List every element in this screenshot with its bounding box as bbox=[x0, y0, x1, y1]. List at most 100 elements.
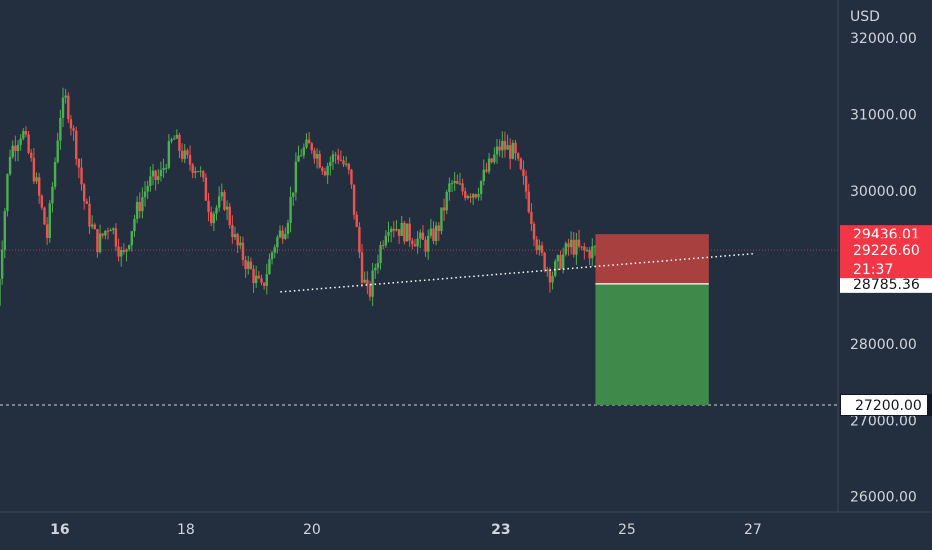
candle-body bbox=[471, 194, 475, 198]
candle-body bbox=[352, 184, 356, 215]
price-tick-label: 32000.00 bbox=[850, 31, 917, 47]
time-tick-label: 20 bbox=[303, 522, 321, 538]
candle-body bbox=[268, 259, 271, 275]
candle-body bbox=[202, 171, 205, 178]
candle-body bbox=[360, 252, 364, 283]
risk-zone[interactable] bbox=[595, 234, 709, 284]
candle-body bbox=[32, 157, 36, 182]
candle-body bbox=[186, 150, 189, 155]
candle-body bbox=[233, 234, 237, 238]
candle-body bbox=[413, 244, 417, 247]
candle-body bbox=[408, 223, 411, 241]
candle-body bbox=[151, 170, 155, 177]
candle-body bbox=[149, 176, 152, 186]
candle-body bbox=[241, 242, 245, 260]
candle-body bbox=[368, 284, 372, 297]
reward-zone[interactable] bbox=[595, 283, 709, 406]
candle-body bbox=[540, 245, 544, 253]
price-tick-label: 28000.00 bbox=[850, 337, 917, 353]
candle-body bbox=[56, 140, 59, 163]
candle-body bbox=[299, 155, 303, 157]
candle-body bbox=[461, 183, 464, 192]
candle-body bbox=[138, 201, 141, 212]
candle-body bbox=[551, 275, 554, 283]
candle-body bbox=[344, 163, 348, 165]
price-tick-label: 30000.00 bbox=[850, 184, 917, 200]
candle-body bbox=[252, 268, 255, 284]
target-price-value: 27200.00 bbox=[855, 398, 922, 414]
candle-body bbox=[257, 275, 261, 279]
candle-body bbox=[337, 155, 340, 160]
candle-body bbox=[35, 177, 38, 182]
time-tick-label: 16 bbox=[50, 522, 69, 538]
entry-price-label: 28785.36 bbox=[840, 274, 932, 293]
candle-body bbox=[96, 229, 99, 253]
candle-body bbox=[387, 232, 390, 236]
candle-body bbox=[0, 278, 1, 306]
candle-body bbox=[323, 171, 327, 176]
candle-body bbox=[114, 228, 118, 247]
candle-body bbox=[19, 138, 22, 145]
candle-body bbox=[384, 235, 388, 246]
candle-body bbox=[485, 169, 488, 172]
candle-body bbox=[6, 174, 9, 212]
candle-body bbox=[284, 233, 287, 239]
price-axis[interactable]: 32000.00 31000.00 30000.00 28000.00 27000.00… bbox=[850, 31, 917, 506]
candle-body bbox=[450, 183, 454, 185]
candle-body bbox=[51, 186, 54, 204]
candle-body bbox=[389, 228, 393, 233]
candle-body bbox=[469, 196, 472, 198]
candle-body bbox=[14, 145, 17, 152]
time-tick-label: 27 bbox=[744, 522, 762, 538]
candle-body bbox=[569, 239, 573, 248]
candle-body bbox=[577, 239, 581, 247]
candle-body bbox=[67, 95, 70, 120]
candle-body bbox=[77, 159, 81, 168]
candle-body bbox=[403, 222, 406, 242]
candle-body bbox=[315, 153, 319, 159]
candle-body bbox=[397, 229, 401, 236]
candle-body bbox=[109, 229, 112, 232]
candle-body bbox=[313, 150, 316, 159]
candle-body bbox=[167, 141, 171, 168]
candle-body bbox=[157, 176, 160, 181]
time-axis[interactable]: 16 18 20 23 25 27 bbox=[50, 522, 762, 538]
candle-body bbox=[575, 239, 578, 255]
candle-body bbox=[432, 228, 435, 242]
candle-body bbox=[326, 166, 329, 176]
current-price-label: 29226.60 21:37 bbox=[840, 238, 932, 279]
candle-body bbox=[524, 176, 528, 192]
candle-body bbox=[120, 250, 123, 257]
candle-body bbox=[434, 225, 438, 242]
candle-body bbox=[374, 267, 377, 271]
candle-body bbox=[228, 206, 231, 226]
candle-body bbox=[498, 146, 501, 151]
candle-body bbox=[554, 261, 557, 276]
candle-body bbox=[254, 275, 258, 284]
candle-body bbox=[215, 207, 218, 214]
candle-body bbox=[477, 194, 480, 198]
price-tick-label: 27000.00 bbox=[850, 413, 917, 429]
candle-body bbox=[363, 279, 366, 283]
candle-body bbox=[583, 246, 586, 251]
candle-body bbox=[548, 269, 552, 283]
candle-body bbox=[530, 211, 533, 225]
candle-body bbox=[376, 263, 380, 268]
candle-body bbox=[350, 169, 353, 185]
candle-body bbox=[48, 203, 51, 239]
candle-body bbox=[165, 167, 168, 169]
candle-body bbox=[223, 192, 226, 210]
candle-body bbox=[3, 211, 6, 250]
candle-body bbox=[561, 254, 565, 269]
candle-body bbox=[11, 145, 14, 157]
candle-body bbox=[501, 141, 504, 151]
candle-body bbox=[196, 171, 200, 173]
candle-body bbox=[101, 233, 104, 236]
candle-body bbox=[133, 218, 136, 232]
candle-body bbox=[440, 207, 443, 232]
time-tick-label: 25 bbox=[618, 522, 636, 538]
candle-body bbox=[466, 196, 470, 199]
candle-body bbox=[419, 232, 422, 239]
